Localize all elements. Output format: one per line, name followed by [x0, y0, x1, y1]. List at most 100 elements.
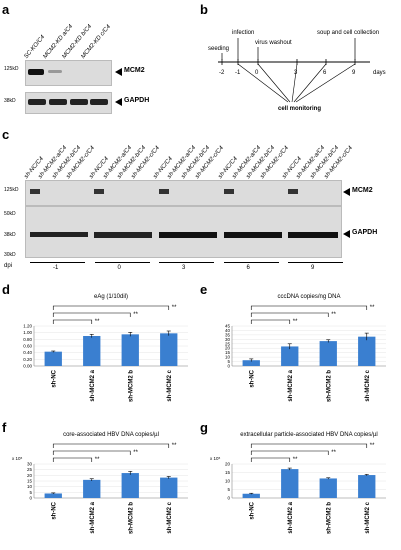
sig-bracket: [52, 305, 170, 310]
sig-bracket: [250, 312, 329, 317]
bar: [281, 346, 299, 366]
marker-125: 125kD: [4, 66, 19, 72]
bar: [121, 334, 139, 366]
y-tick-label: 15: [27, 479, 33, 484]
x-tick-label: sh-MCM2 a: [288, 501, 294, 533]
y-tick-label: 5: [29, 490, 32, 495]
y-tick-label: 10: [225, 355, 231, 360]
y-tick-label: 10: [225, 479, 231, 484]
blot-gapdh-a: [25, 92, 112, 114]
bar: [281, 469, 299, 498]
sig-bracket: [52, 312, 131, 317]
event-collection: soup and cell collection: [317, 30, 379, 36]
sig-bracket: [52, 443, 170, 448]
panel-label-f: f: [2, 420, 7, 435]
sig-mark: **: [95, 319, 100, 325]
dpi-value: 0: [117, 265, 121, 271]
chart-title: core-associated HBV DNA copies/µl: [63, 432, 159, 438]
chart-core-hbv: core-associated HBV DNA copies/µl x 10⁵ 05…: [12, 432, 188, 534]
chart-extracellular-hbv: extracellular particle-associated HBV DN…: [210, 432, 386, 534]
y-tick-label: 20: [27, 473, 33, 478]
event-seeding: seeding: [208, 46, 229, 52]
y-tick-label: 0.00: [23, 364, 32, 369]
chart-eag: eAg (1/10dil) 0.00 0.20 0.400.60 0.80 1.001.2…: [23, 294, 188, 402]
y-tick-label: 0.60: [23, 344, 32, 349]
sig-bracket: [250, 319, 291, 324]
panel-label-e: e: [200, 282, 208, 297]
chart-title: extracellular particle-associated HBV DN…: [240, 432, 378, 438]
sig-mark: **: [293, 319, 298, 325]
y-tick-label: 15: [225, 470, 231, 475]
sig-mark: **: [370, 443, 375, 449]
sig-bracket: [250, 443, 368, 448]
x-tick-label: sh-MCM2 a: [90, 501, 96, 533]
blot-gapdh-c: [25, 206, 342, 258]
x-tick-label: sh-NC: [249, 501, 255, 519]
marker-50: 50kD: [4, 211, 16, 217]
y-tick-label: 1.20: [23, 324, 32, 329]
marker-125: 125kD: [4, 187, 19, 193]
y-tick-label: 45: [225, 324, 231, 329]
chart-title: cccDNA copies/ng DNA: [277, 294, 340, 300]
y-tick-label: 0: [227, 496, 230, 501]
dpi-value: 3: [182, 265, 186, 271]
y-tick-label: 40: [225, 328, 231, 333]
bar: [83, 479, 101, 498]
y-tick-label: 0.40: [23, 350, 32, 355]
band-label: GAPDH: [352, 229, 378, 236]
bar: [83, 336, 101, 366]
x-tick-label: sh-MCM2 a: [90, 369, 96, 401]
day-label: 9: [352, 70, 356, 76]
sig-bracket: [250, 457, 291, 462]
panel-label-d: d: [2, 282, 10, 297]
bar: [121, 473, 139, 498]
dpi-value: 6: [246, 265, 250, 271]
band-label: GAPDH: [124, 97, 150, 104]
y-tick-label: 0.20: [23, 357, 32, 362]
x-tick-label: sh-MCM2 b: [326, 502, 332, 534]
day-label: 6: [323, 70, 327, 76]
dpi-value: 9: [311, 265, 315, 271]
y-tick-label: 30: [27, 462, 33, 467]
event-infection: infection: [232, 30, 254, 36]
dpi-bar: [288, 262, 343, 263]
arrow-icon: [343, 188, 350, 196]
sig-mark: **: [331, 450, 336, 456]
y-multiplier: x 10⁵: [210, 456, 221, 461]
bar: [242, 493, 260, 498]
x-tick-label: sh-MCM2 c: [167, 501, 173, 533]
x-tick-label: sh-NC: [51, 369, 57, 387]
y-tick-label: 0: [29, 496, 32, 501]
x-tick-label: sh-MCM2 b: [128, 370, 134, 402]
bar: [44, 351, 62, 366]
sig-bracket: [250, 450, 329, 455]
dpi-bar: [30, 262, 85, 263]
monitor-label: cell monitoring: [278, 106, 321, 112]
bar: [319, 341, 337, 366]
dpi-value: -1: [53, 265, 59, 271]
blot-mcm2-a: [25, 60, 112, 86]
y-tick-label: 15: [225, 350, 231, 355]
y-tick-label: 20: [225, 346, 231, 351]
x-tick-label: sh-MCM2 c: [365, 501, 371, 533]
y-tick-label: 0: [227, 364, 230, 369]
y-tick-label: 35: [225, 332, 231, 337]
marker-30: 30kD: [4, 252, 16, 258]
marker-38: 38kD: [4, 98, 16, 104]
x-tick-label: sh-NC: [51, 501, 57, 519]
chart-title: eAg (1/10dil): [94, 294, 128, 300]
arrow-icon: [115, 98, 122, 106]
sig-mark: **: [293, 457, 298, 463]
y-tick-label: 5: [227, 487, 230, 492]
y-tick-label: 1.00: [23, 330, 32, 335]
event-washout: virus washout: [255, 40, 292, 46]
bar: [242, 360, 260, 366]
x-tick-label: sh-MCM2 c: [167, 369, 173, 401]
y-tick-label: 25: [225, 341, 231, 346]
sig-mark: **: [370, 305, 375, 311]
x-tick-label: sh-NC: [249, 369, 255, 387]
panel-label-a: a: [2, 2, 10, 17]
bar: [160, 333, 178, 366]
